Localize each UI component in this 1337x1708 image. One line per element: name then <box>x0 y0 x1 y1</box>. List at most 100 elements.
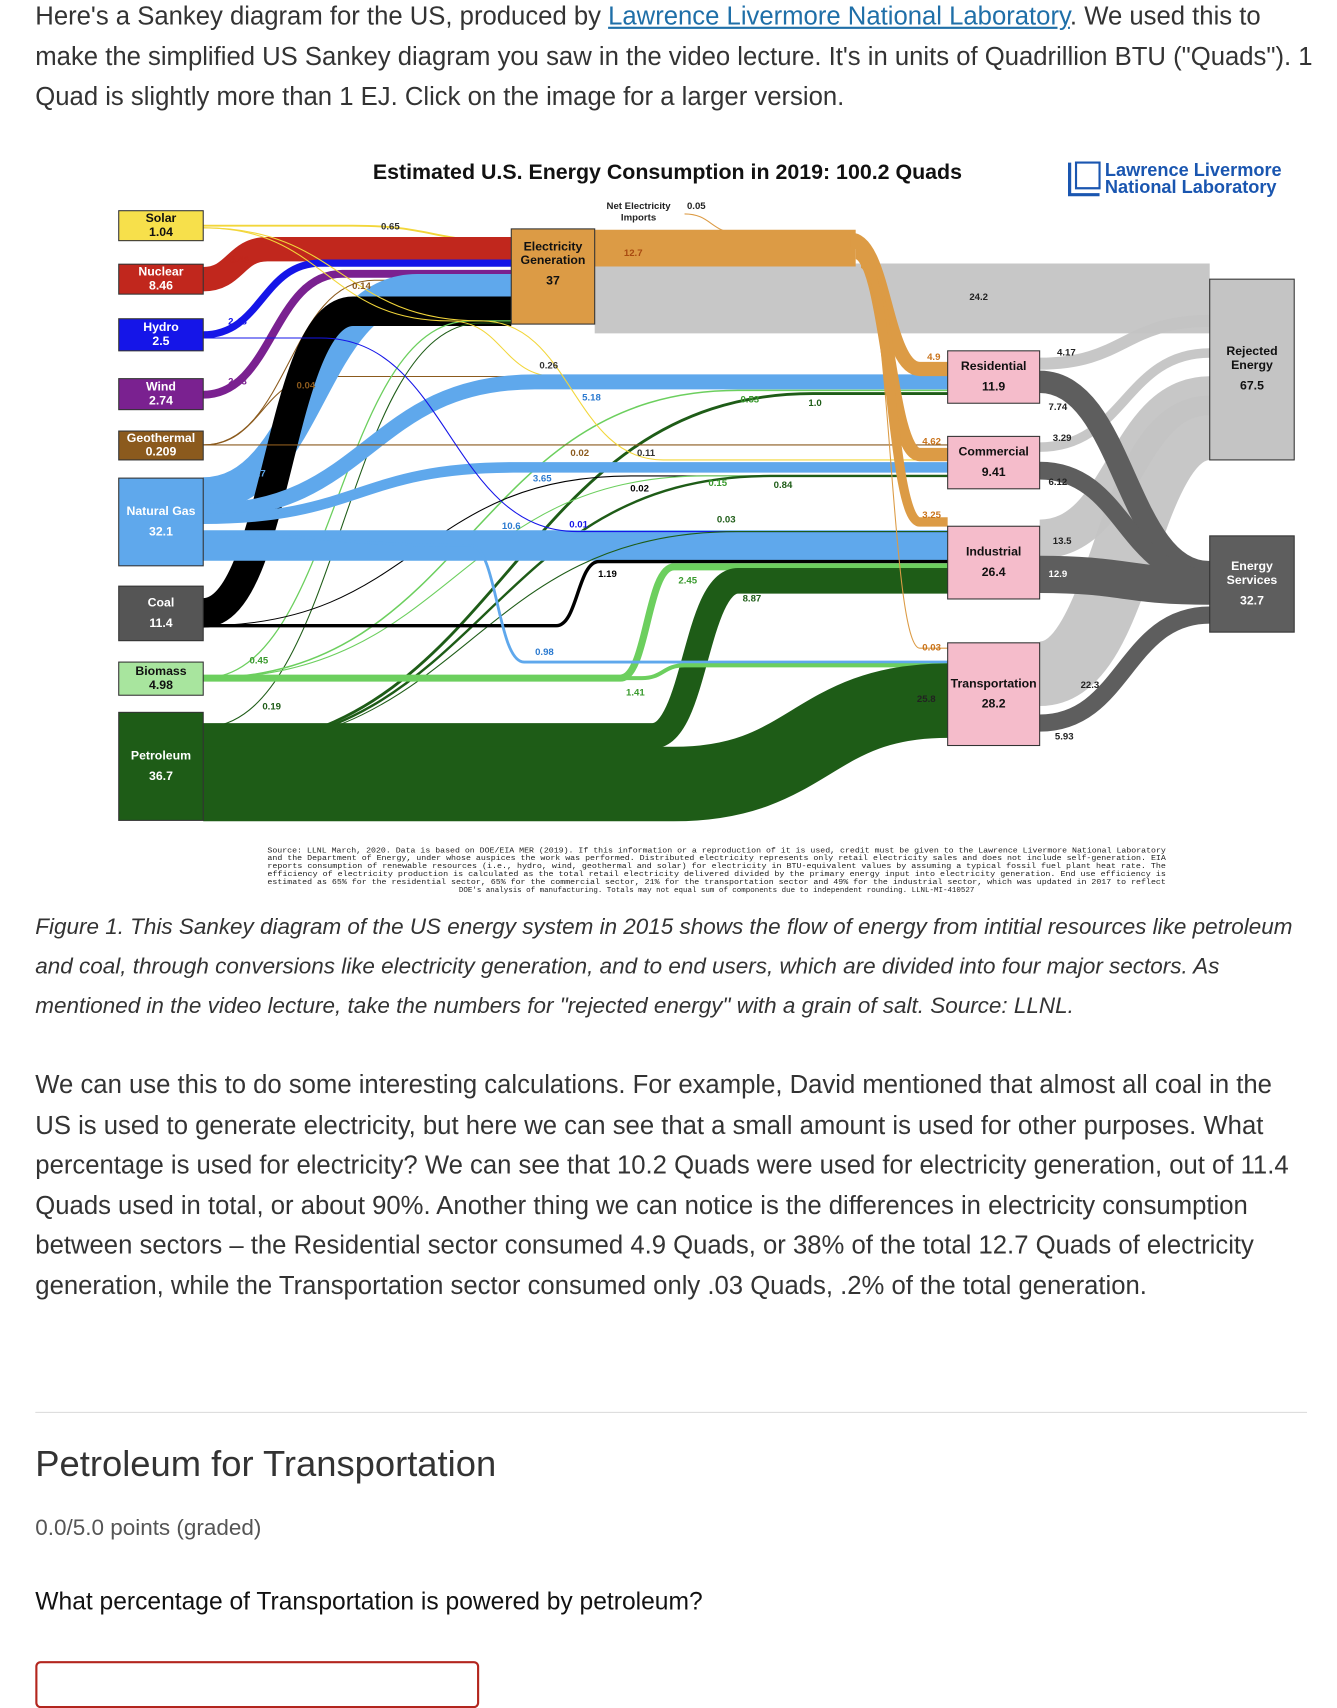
node-value: 4.98 <box>149 678 173 692</box>
flows: 0.65 8.46 2.48 2.73 0.14 0.04 11.7 10.2 0.45 0.19… <box>200 201 1215 822</box>
flow <box>203 559 948 628</box>
intro-text: . We used this to make the simplified US… <box>35 2 1313 112</box>
node-label: Coal <box>148 596 175 610</box>
node-label: Biomass <box>135 664 186 678</box>
node-box <box>947 350 1041 404</box>
node-box <box>118 210 204 242</box>
node-label: Generation <box>521 253 586 267</box>
source-note-line: reports consumption of renewable resourc… <box>267 863 1165 871</box>
flow <box>202 237 512 292</box>
node-label: Transportation <box>951 676 1037 690</box>
node-box <box>118 661 204 696</box>
node-label: Energy <box>1231 559 1273 573</box>
figure-caption: Figure 1. This Sankey diagram of the US … <box>35 914 1293 1019</box>
nodes: Solar1.04Nuclear8.46Hydro2.5Wind2.74Geot… <box>118 210 1295 821</box>
flow <box>1039 348 1210 452</box>
node-label: Petroleum <box>131 748 191 762</box>
flow-label: 11.7 <box>248 468 266 479</box>
flow-label: 4.9 <box>927 352 940 363</box>
node-box <box>1209 535 1295 633</box>
source-note-line: estimated as 65% for the residential sec… <box>267 879 1165 887</box>
flow <box>858 258 948 527</box>
answer-input[interactable] <box>35 1661 480 1708</box>
logo-mark <box>1074 161 1101 190</box>
flow-label: 25.8 <box>917 694 936 705</box>
flow-label: 0.15 <box>708 478 727 489</box>
node-box <box>118 477 204 567</box>
flow <box>203 474 948 750</box>
flow <box>1035 395 1215 707</box>
flow <box>203 567 948 749</box>
node-value: 67.5 <box>1240 378 1264 392</box>
node-value: 1.04 <box>149 225 173 239</box>
node-value: 26.4 <box>982 565 1006 579</box>
node-label: Rejected <box>1226 344 1277 358</box>
node-box <box>118 263 204 295</box>
flow-label: 1.19 <box>598 569 617 580</box>
node-value: 36.7 <box>149 769 173 783</box>
node-value: 11.4 <box>149 616 172 630</box>
flow-label: 0.53 <box>740 395 759 406</box>
flow-label: 0.11 <box>637 448 656 459</box>
flow <box>203 663 948 681</box>
question-prompt: What percentage of Transportation is pow… <box>35 1587 703 1616</box>
flow-label: 13.5 <box>1053 536 1072 547</box>
flow-label: 0.04 <box>297 381 316 392</box>
flow-label: 0.98 <box>535 647 554 658</box>
flow-label: 4.17 <box>1057 348 1076 359</box>
node-value: 9.41 <box>982 465 1006 479</box>
flow <box>203 663 949 822</box>
source-note: Source: LLNL March, 2020. Data is based … <box>267 847 1166 895</box>
flow-label: 0.19 <box>262 702 281 713</box>
flow-label: 8.46 <box>230 254 249 265</box>
sankey-diagram[interactable]: 0.65 8.46 2.48 2.73 0.14 0.04 11.7 10.2 0.45 0.19… <box>0 139 1337 909</box>
flow <box>1039 314 1210 370</box>
flow-label: 24.2 <box>969 292 988 303</box>
divider <box>35 1411 1308 1413</box>
node-value: 37 <box>546 274 560 288</box>
flow <box>203 259 512 339</box>
flow-label: 0.03 <box>922 643 941 654</box>
flow-label: 4.62 <box>922 436 941 447</box>
node-value: 11.9 <box>982 379 1005 393</box>
logo-mark <box>1067 162 1100 197</box>
node-label: Residential <box>961 359 1027 373</box>
node-label: Solar <box>146 211 177 225</box>
question-heading: Petroleum for Transportation <box>35 1443 497 1485</box>
node-label: Nuclear <box>138 264 183 278</box>
flow-label: 3.25 <box>922 510 941 521</box>
node-box <box>118 430 204 461</box>
node-label: Electricity <box>524 239 583 253</box>
node-box <box>118 585 204 642</box>
flow-label: 2.73 <box>228 376 247 387</box>
node-value: 28.2 <box>982 697 1006 711</box>
node-value: 2.5 <box>152 334 169 348</box>
imports-label: Imports <box>621 213 656 224</box>
node-value: 32.1 <box>149 524 173 538</box>
node-box <box>947 642 1041 747</box>
flow <box>860 266 948 649</box>
node-box <box>510 228 596 325</box>
flow <box>203 531 948 750</box>
node-label: Wind <box>146 379 176 393</box>
flow-label: 0.02 <box>570 448 589 459</box>
node-value: 2.74 <box>149 393 173 407</box>
node-label: Hydro <box>143 320 179 334</box>
source-note-line: efficiency of electricity production is … <box>267 871 1165 879</box>
node-value: 0.209 <box>146 445 177 459</box>
flow <box>203 462 948 525</box>
logo-text: Lawrence Livermore <box>1105 160 1282 180</box>
flow-label: 3.65 <box>533 474 552 485</box>
node-box <box>947 435 1041 490</box>
node-label: Geothermal <box>127 431 195 445</box>
node-box <box>118 711 204 821</box>
llnl-link[interactable]: Lawrence Livermore National Laboratory <box>608 2 1070 32</box>
node-value: 8.46 <box>149 278 173 292</box>
llnl-logo: Lawrence Livermore National Laboratory <box>1067 160 1282 197</box>
source-note-line: and the Department of Energy, under whos… <box>267 855 1166 863</box>
node-box <box>118 378 204 411</box>
node-label: Industrial <box>966 545 1021 559</box>
flow-label: 2.45 <box>678 575 697 586</box>
